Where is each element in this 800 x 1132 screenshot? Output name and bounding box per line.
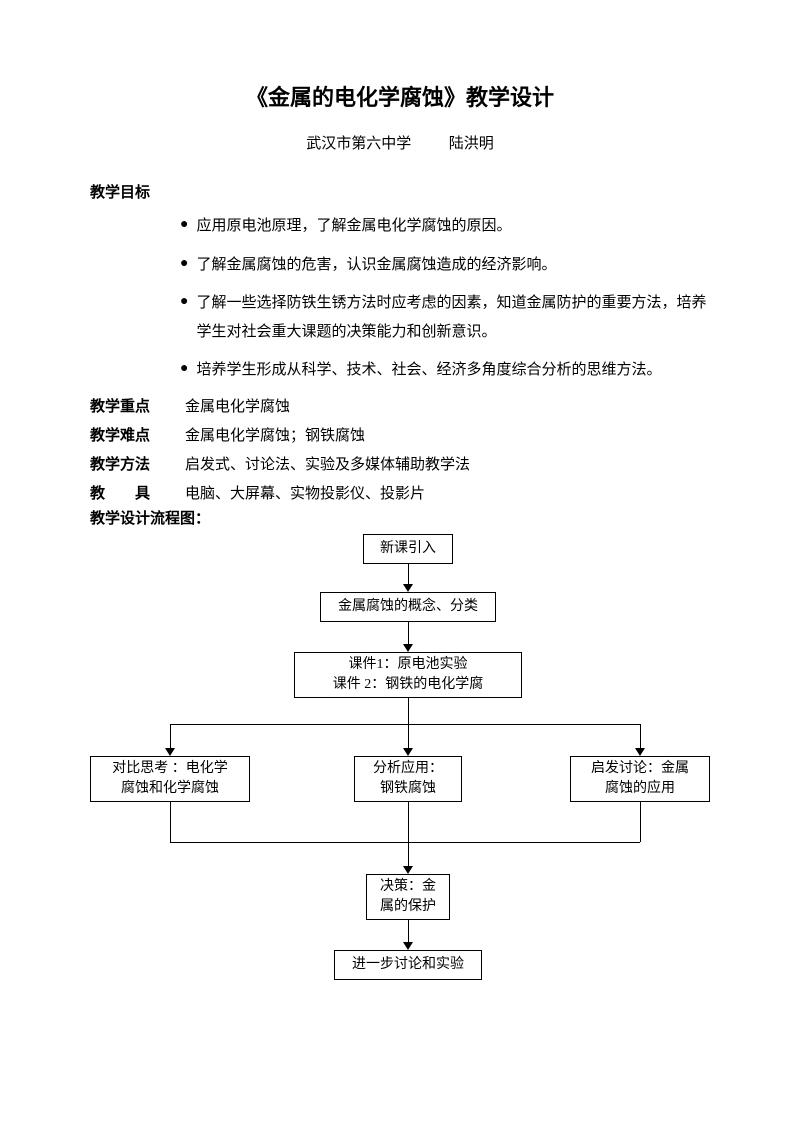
focus-value: 金属电化学腐蚀 — [185, 395, 710, 416]
arrow-down-icon — [403, 866, 413, 874]
flow-connector — [640, 724, 641, 748]
difficulty-label: 教学难点 — [90, 424, 185, 445]
bullet-icon: ● — [180, 356, 188, 383]
flow-node-intro: 新课引入 — [363, 534, 453, 564]
objective-text: 培养学生形成从科学、技术、社会、经济多角度综合分析的思维方法。 — [196, 356, 710, 385]
flow-connector — [408, 698, 409, 724]
list-item: ● 培养学生形成从科学、技术、社会、经济多角度综合分析的思维方法。 — [180, 356, 710, 385]
arrow-down-icon — [403, 748, 413, 756]
flowchart: 新课引入 金属腐蚀的概念、分类 课件1：原电池实验 课件 2：钢铁的电化学腐 对… — [90, 534, 710, 1014]
flow-node-decision: 决策：金 属的保护 — [366, 874, 450, 920]
flow-connector — [408, 802, 409, 842]
flow-node-compare: 对比思考 ：电化学 腐蚀和化学腐蚀 — [90, 756, 250, 802]
flow-node-analysis: 分析应用： 钢铁腐蚀 — [354, 756, 462, 802]
objective-text: 了解金属腐蚀的危害，认识金属腐蚀造成的经济影响。 — [196, 251, 710, 280]
page-title: 《金属的电化学腐蚀》教学设计 — [90, 80, 710, 112]
flow-connector — [640, 802, 641, 842]
focus-row: 教学重点 金属电化学腐蚀 — [90, 395, 710, 416]
flow-connector — [408, 842, 409, 866]
method-row: 教学方法 启发式、讨论法、实验及多媒体辅助教学法 — [90, 453, 710, 474]
flow-label: 教学设计流程图： — [90, 507, 710, 528]
objective-text: 应用原电池原理，了解金属电化学腐蚀的原因。 — [196, 212, 710, 241]
objectives-label: 教学目标 — [90, 181, 710, 202]
arrow-down-icon — [403, 942, 413, 950]
flow-connector — [170, 842, 640, 843]
bullet-icon: ● — [180, 289, 188, 316]
bullet-icon: ● — [180, 251, 188, 278]
flow-connector — [408, 920, 409, 942]
focus-label: 教学重点 — [90, 395, 185, 416]
flow-node-concept: 金属腐蚀的概念、分类 — [320, 592, 496, 622]
arrow-down-icon — [403, 644, 413, 652]
list-item: ● 了解金属腐蚀的危害，认识金属腐蚀造成的经济影响。 — [180, 251, 710, 280]
flow-connector — [170, 724, 640, 725]
flow-node-discuss: 启发讨论：金属 腐蚀的应用 — [570, 756, 710, 802]
tools-row: 教 具 电脑、大屏幕、实物投影仪、投影片 — [90, 482, 710, 503]
tools-label: 教 具 — [90, 482, 185, 503]
subtitle: 武汉市第六中学 陆洪明 — [90, 132, 710, 153]
bullet-icon: ● — [180, 212, 188, 239]
objective-text: 了解一些选择防铁生锈方法时应考虑的因素，知道金属防护的重要方法，培养学生对社会重… — [196, 289, 710, 346]
objectives-list: ● 应用原电池原理，了解金属电化学腐蚀的原因。 ● 了解金属腐蚀的危害，认识金属… — [90, 212, 710, 385]
flow-connector — [170, 724, 171, 748]
flow-connector — [408, 622, 409, 644]
method-label: 教学方法 — [90, 453, 185, 474]
flow-node-courseware: 课件1：原电池实验 课件 2：钢铁的电化学腐 — [294, 652, 522, 698]
arrow-down-icon — [635, 748, 645, 756]
flow-node-further: 进一步讨论和实验 — [334, 950, 482, 980]
tools-value: 电脑、大屏幕、实物投影仪、投影片 — [185, 482, 710, 503]
arrow-down-icon — [403, 584, 413, 592]
list-item: ● 了解一些选择防铁生锈方法时应考虑的因素，知道金属防护的重要方法，培养学生对社… — [180, 289, 710, 346]
difficulty-row: 教学难点 金属电化学腐蚀；钢铁腐蚀 — [90, 424, 710, 445]
flow-connector — [170, 802, 171, 842]
method-value: 启发式、讨论法、实验及多媒体辅助教学法 — [185, 453, 710, 474]
list-item: ● 应用原电池原理，了解金属电化学腐蚀的原因。 — [180, 212, 710, 241]
flow-connector — [408, 724, 409, 748]
author-name: 陆洪明 — [449, 136, 494, 152]
difficulty-value: 金属电化学腐蚀；钢铁腐蚀 — [185, 424, 710, 445]
flow-connector — [408, 564, 409, 584]
school-name: 武汉市第六中学 — [306, 136, 411, 152]
arrow-down-icon — [165, 748, 175, 756]
